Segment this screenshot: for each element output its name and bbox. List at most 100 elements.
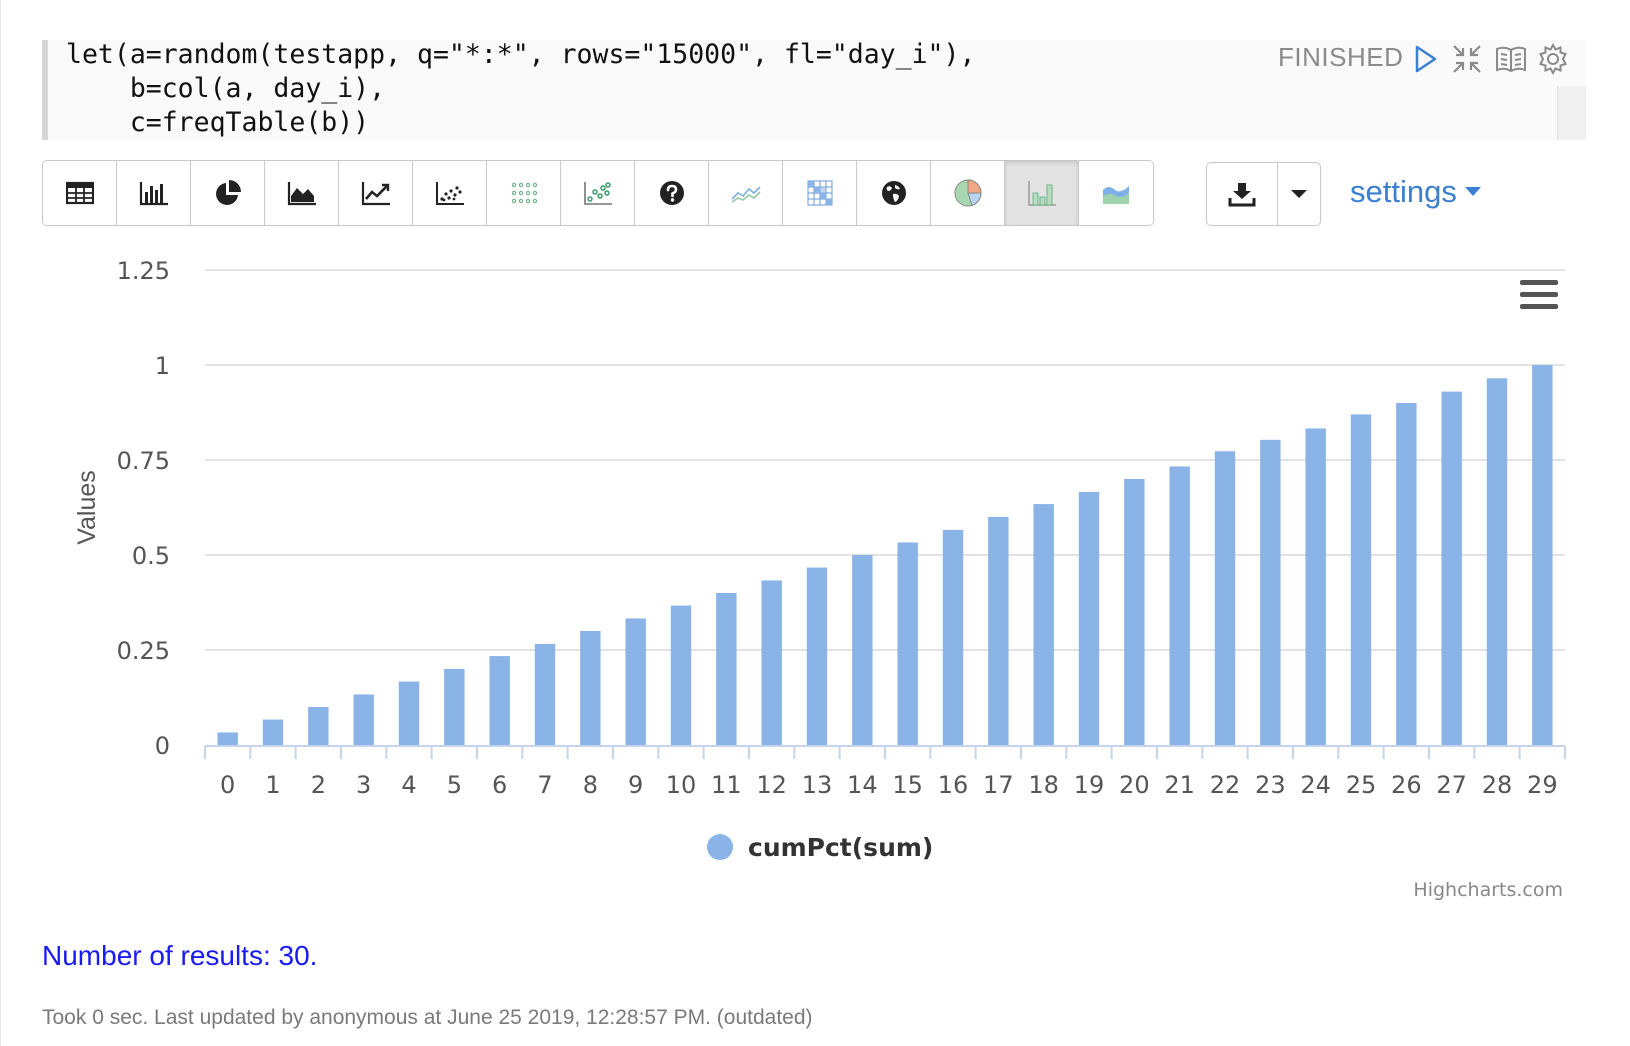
x-tick-label: 9 <box>628 771 643 799</box>
bar[interactable] <box>852 555 873 745</box>
pie-chart-button[interactable] <box>191 161 265 225</box>
table-icon <box>65 181 94 205</box>
colored-bar-button[interactable] <box>1005 161 1079 225</box>
multi-line-button[interactable] <box>709 161 783 225</box>
colored-pie-button[interactable] <box>931 161 1005 225</box>
bar[interactable] <box>1078 491 1100 745</box>
gear-icon[interactable] <box>1536 42 1570 76</box>
x-tick-label: 8 <box>583 771 598 799</box>
bar[interactable] <box>1033 504 1054 745</box>
bar[interactable] <box>716 593 737 745</box>
download-group <box>1206 162 1321 226</box>
bar[interactable] <box>1260 439 1281 745</box>
settings-dropdown[interactable]: settings <box>1350 174 1481 210</box>
bar[interactable] <box>217 732 238 745</box>
bar-chart: 0 1 2 3 4 5 6 7 8 9 10 11 12 13 14 15 16 17 18 19 20 21 22 23 24… <box>73 257 1566 901</box>
bar[interactable] <box>942 529 964 745</box>
grid-lines <box>205 269 1565 651</box>
bar[interactable] <box>262 719 284 745</box>
paragraph-status: FINISHED <box>1278 42 1404 72</box>
line-chart-icon <box>361 182 390 206</box>
run-icon[interactable] <box>1408 42 1442 76</box>
x-tick-label: 6 <box>492 771 507 799</box>
x-tick-label: 1 <box>265 771 280 799</box>
x-tick-label: 5 <box>447 771 462 799</box>
bar[interactable] <box>489 656 510 745</box>
x-axis: 0 1 2 3 4 5 6 7 8 9 10 11 12 13 14 15 16 17 18 19 20 21 22 23 24… <box>204 745 1566 799</box>
x-tick-label: 17 <box>983 771 1014 799</box>
map-button[interactable] <box>857 161 931 225</box>
bar[interactable] <box>1169 466 1190 745</box>
bar[interactable] <box>1532 365 1553 745</box>
heatmap-icon <box>807 180 832 206</box>
y-tick-label: 1.25 <box>117 257 170 285</box>
code-line: c=freqTable(b)) <box>66 107 370 138</box>
legend-label[interactable]: cumPct(sum) <box>748 833 933 862</box>
x-tick-label: 12 <box>756 771 787 799</box>
bar[interactable] <box>1350 414 1372 745</box>
highcharts-credit-link[interactable]: Highcharts.com <box>1413 879 1563 901</box>
x-tick-label: 23 <box>1255 771 1286 799</box>
bar[interactable] <box>308 707 329 745</box>
download-button[interactable] <box>1207 163 1278 225</box>
bar[interactable] <box>806 567 828 745</box>
globe-icon <box>881 181 906 205</box>
bar[interactable] <box>353 694 374 745</box>
paragraph-footer: Took 0 sec. Last updated by anonymous at… <box>42 1006 813 1029</box>
x-tick-label: 2 <box>311 771 326 799</box>
bar[interactable] <box>670 605 692 745</box>
code-text[interactable]: let(a=random(testapp, q="*:*", rows="150… <box>66 38 975 140</box>
x-tick-label: 16 <box>938 771 969 799</box>
collapse-icon[interactable] <box>1450 42 1484 76</box>
heatmap-button[interactable] <box>783 161 857 225</box>
bubble-grid-icon <box>511 182 537 204</box>
help-icon <box>659 181 684 205</box>
multi-line-icon <box>730 186 761 203</box>
bar[interactable] <box>1486 378 1508 745</box>
bubble-grid-button[interactable] <box>487 161 561 225</box>
line-chart-button[interactable] <box>339 161 413 225</box>
bars <box>217 365 1553 745</box>
bar[interactable] <box>1396 403 1417 745</box>
book-icon[interactable] <box>1494 42 1528 76</box>
help-button[interactable] <box>635 161 709 225</box>
bar[interactable] <box>444 669 465 745</box>
bar-chart-button[interactable] <box>117 161 191 225</box>
colored-area-button[interactable] <box>1079 161 1153 225</box>
y-axis: 0 0.25 0.5 0.75 1 1.25 <box>117 257 170 760</box>
table-button[interactable] <box>43 161 117 225</box>
y-tick-label: 0.25 <box>117 637 170 665</box>
scatter-colored-button[interactable] <box>561 161 635 225</box>
visualization-toolbar <box>42 160 1154 226</box>
bar[interactable] <box>625 618 646 745</box>
caret-down-icon <box>1464 187 1481 197</box>
bar[interactable] <box>534 643 556 745</box>
editor-scrollbar[interactable] <box>1557 86 1586 140</box>
y-tick-label: 0 <box>155 732 170 760</box>
code-line: b=col(a, day_i), <box>66 73 386 104</box>
bar[interactable] <box>580 631 601 745</box>
bar[interactable] <box>897 542 918 745</box>
legend-marker[interactable] <box>707 834 733 860</box>
bar[interactable] <box>988 517 1009 745</box>
x-tick-label: 22 <box>1210 771 1241 799</box>
x-tick-label: 24 <box>1300 771 1331 799</box>
bar[interactable] <box>1214 451 1236 745</box>
scatter-chart-button[interactable] <box>413 161 487 225</box>
bar[interactable] <box>1441 391 1462 745</box>
bar[interactable] <box>398 681 420 745</box>
hamburger-menu-icon[interactable] <box>1520 280 1558 309</box>
x-tick-label: 20 <box>1119 771 1150 799</box>
x-tick-label: 28 <box>1482 771 1513 799</box>
bar[interactable] <box>761 580 782 745</box>
download-dropdown-button[interactable] <box>1278 163 1320 225</box>
area-chart-button[interactable] <box>265 161 339 225</box>
bar[interactable] <box>1124 479 1145 745</box>
bar[interactable] <box>1305 428 1326 745</box>
code-editor[interactable]: let(a=random(testapp, q="*:*", rows="150… <box>42 38 1586 140</box>
colored-area-icon <box>1103 186 1129 204</box>
scatter-colored-icon <box>583 182 612 205</box>
x-tick-label: 14 <box>847 771 878 799</box>
x-tick-label: 25 <box>1346 771 1377 799</box>
